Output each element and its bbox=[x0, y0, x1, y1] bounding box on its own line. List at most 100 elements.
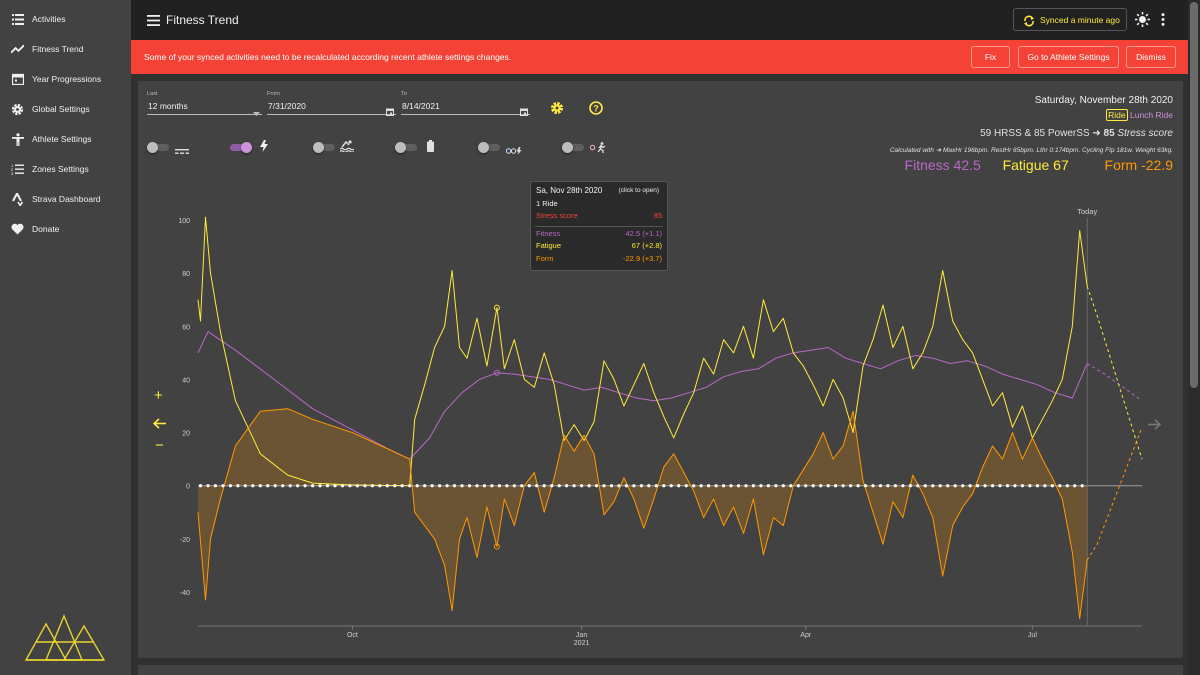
activity-type-badge: Ride bbox=[1106, 109, 1128, 121]
sidebar-item-label: Global Settings bbox=[32, 104, 90, 114]
gear-icon bbox=[11, 103, 24, 116]
stress-summary: 59 HRSS & 85 PowerSS ➜ 85 Stress score bbox=[980, 128, 1173, 139]
sidebar-item-fitness-trend[interactable]: Fitness Trend bbox=[0, 34, 131, 64]
help-icon[interactable]: ? bbox=[589, 101, 603, 120]
strava-icon bbox=[11, 192, 24, 206]
top-app-bar: Fitness Trend Synced a minute ago bbox=[131, 0, 1200, 40]
fitness-value: Fitness 42.5 bbox=[904, 157, 981, 173]
stress-score-label: Stress score bbox=[1117, 128, 1173, 139]
sync-button[interactable]: Synced a minute ago bbox=[1013, 8, 1127, 31]
svg-text:2: 2 bbox=[11, 167, 14, 172]
swim-icon bbox=[339, 139, 355, 157]
selected-date: Saturday, November 28th 2020 bbox=[1034, 95, 1173, 106]
day-info-panel: Saturday, November 28th 2020 Ride Lunch … bbox=[773, 93, 1173, 177]
recalculate-banner: Some of your synced activities need to b… bbox=[131, 40, 1200, 74]
sidebar-item-label: Athlete Settings bbox=[32, 134, 92, 144]
calendar-picker-icon[interactable] bbox=[520, 103, 528, 121]
app-logo bbox=[24, 612, 106, 667]
dropdown-arrow-icon bbox=[253, 103, 260, 121]
calculation-details: Calculated with ➜ MaxHr 196bpm. RestHr 6… bbox=[890, 146, 1173, 154]
tooltip-stress-label: Stress score bbox=[536, 211, 578, 220]
page-scrollbar[interactable] bbox=[1188, 0, 1200, 675]
dismiss-button[interactable]: Dismiss bbox=[1126, 46, 1176, 68]
toggle-running-stress[interactable] bbox=[562, 142, 584, 153]
arrow-icon: ➜ bbox=[1092, 128, 1101, 139]
svg-text:1: 1 bbox=[11, 163, 14, 168]
tooltip-fitness-value: 42.5 (+1.1) bbox=[625, 229, 662, 238]
toggle-estimated-power[interactable] bbox=[230, 142, 252, 153]
svg-text:?: ? bbox=[593, 103, 599, 113]
sidebar: Activities Fitness Trend Year Progressio… bbox=[0, 0, 131, 675]
stress-breakdown: 59 HRSS & 85 PowerSS bbox=[980, 128, 1090, 139]
sidebar-item-year-progressions[interactable]: Year Progressions bbox=[0, 64, 131, 94]
sidebar-item-activities[interactable]: Activities bbox=[0, 4, 131, 34]
sidebar-item-label: Activities bbox=[32, 14, 66, 24]
sidebar-item-label: Zones Settings bbox=[32, 164, 89, 174]
from-label: From bbox=[267, 91, 280, 97]
toggle-power-meter[interactable] bbox=[147, 142, 169, 153]
calculated-with-value: MaxHr 196bpm. RestHr 65bpm. Lthr 0:174bp… bbox=[942, 147, 1173, 154]
tooltip-fitness-label: Fitness bbox=[536, 229, 561, 238]
tooltip-form-label: Form bbox=[536, 254, 554, 263]
stress-score-value: 85 bbox=[1103, 128, 1115, 139]
tooltip-stress-value: 85 bbox=[653, 211, 662, 220]
form-value: Form -22.9 bbox=[1104, 157, 1173, 173]
sidebar-item-label: Fitness Trend bbox=[32, 44, 84, 54]
sidebar-item-athlete-settings[interactable]: Athlete Settings bbox=[0, 124, 131, 154]
tooltip-fatigue-value: 67 (+2.8) bbox=[631, 241, 662, 250]
power-meter-icon bbox=[175, 143, 189, 161]
calendar-icon bbox=[11, 73, 24, 86]
cycling-stress-icon bbox=[505, 142, 523, 160]
to-date-field[interactable]: 8/14/2021 bbox=[401, 99, 530, 116]
lightning-icon bbox=[260, 139, 268, 157]
fatigue-value: Fatigue 67 bbox=[1002, 157, 1069, 173]
arrow-icon: ➜ bbox=[935, 147, 942, 154]
chart-tooltip: Sa, Nov 28th 2020 (click to open) 1 Ride… bbox=[530, 181, 668, 271]
from-date-field[interactable]: 7/31/2020 bbox=[267, 99, 396, 116]
scrollbar-thumb[interactable] bbox=[1190, 2, 1198, 388]
toggle-swim[interactable] bbox=[313, 142, 335, 153]
zoom-in-button[interactable]: + bbox=[154, 387, 163, 404]
calculated-with-label: Calculated with bbox=[889, 147, 934, 154]
last-label: Last bbox=[147, 91, 158, 97]
menu-icon[interactable] bbox=[147, 13, 160, 26]
theme-toggle-icon[interactable] bbox=[1135, 12, 1150, 32]
fitness-trend-card: Last 12 months From 7/31/2020 To 8/14/20… bbox=[138, 81, 1183, 658]
zoom-out-button[interactable]: − bbox=[155, 437, 164, 454]
sidebar-item-strava-dashboard[interactable]: Strava Dashboard bbox=[0, 184, 131, 214]
settings-gear-icon[interactable] bbox=[550, 101, 564, 120]
sidebar-item-global-settings[interactable]: Global Settings bbox=[0, 94, 131, 124]
athlete-settings-button[interactable]: Go to Athlete Settings bbox=[1018, 46, 1119, 68]
from-date-value: 7/31/2020 bbox=[268, 101, 306, 111]
more-vert-icon[interactable] bbox=[1161, 13, 1165, 31]
trend-icon bbox=[11, 43, 24, 56]
toggle-heart-rate[interactable] bbox=[395, 142, 417, 153]
footer-card bbox=[138, 665, 1183, 675]
running-stress-icon bbox=[589, 140, 607, 158]
sidebar-item-label: Donate bbox=[32, 224, 60, 234]
fitness-summary: Fitness 42.5 Fatigue 67 Form -22.9 bbox=[905, 157, 1173, 173]
period-select[interactable]: 12 months bbox=[147, 99, 262, 116]
pan-right-icon[interactable] bbox=[1148, 417, 1162, 435]
tooltip-activity-count: 1 Ride bbox=[536, 199, 558, 208]
calendar-picker-icon[interactable] bbox=[386, 103, 394, 121]
list-icon bbox=[11, 13, 24, 26]
activity-name-link[interactable]: Lunch Ride bbox=[1129, 110, 1173, 120]
battery-icon bbox=[427, 139, 434, 157]
tooltip-divider bbox=[535, 226, 663, 227]
pan-left-icon[interactable] bbox=[152, 416, 166, 434]
sync-icon bbox=[1023, 14, 1035, 32]
to-label: To bbox=[401, 91, 407, 97]
tooltip-hint: (click to open) bbox=[618, 187, 659, 194]
toggle-cycling-stress[interactable] bbox=[478, 142, 500, 153]
banner-message: Some of your synced activities need to b… bbox=[144, 52, 512, 62]
page-title: Fitness Trend bbox=[166, 13, 239, 27]
activity-summary: Ride Lunch Ride bbox=[1106, 109, 1173, 121]
sidebar-item-donate[interactable]: Donate bbox=[0, 214, 131, 244]
sidebar-item-label: Strava Dashboard bbox=[32, 194, 101, 204]
sync-status-label: Synced a minute ago bbox=[1040, 15, 1120, 25]
fix-button[interactable]: Fix bbox=[971, 46, 1010, 68]
